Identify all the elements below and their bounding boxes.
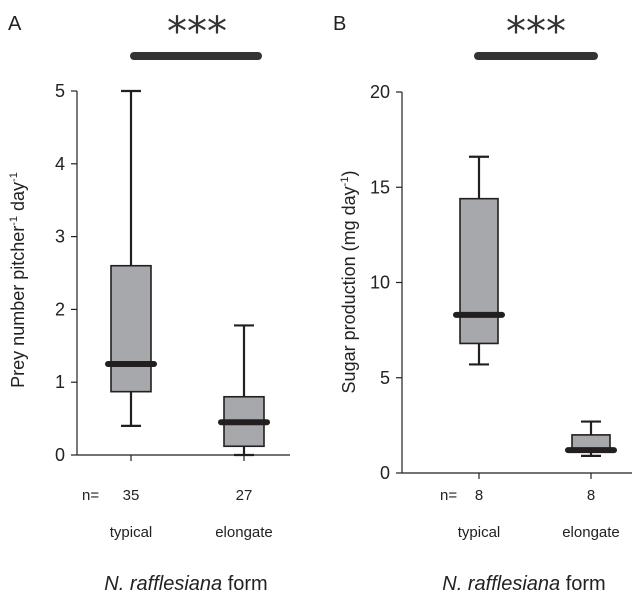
x-axis-title-a: N. rafflesiana form xyxy=(104,573,267,595)
y-tick-label: 10 xyxy=(370,273,390,293)
category-label-typical: typical xyxy=(110,524,153,541)
category-label-typical: typical xyxy=(458,524,501,541)
panel-label-a: A xyxy=(8,13,22,35)
panel-b: B *** Sugar production (mg day-1) n= N. … xyxy=(333,9,632,595)
y-axis-label-b: Sugar production (mg day-1) xyxy=(339,171,359,394)
n-value-elongate: 27 xyxy=(236,487,253,504)
n-value-elongate: 8 xyxy=(587,487,595,504)
n-label-a: n= xyxy=(82,487,99,504)
y-tick-label: 5 xyxy=(55,81,65,101)
significance-stars-a: *** xyxy=(167,9,227,55)
y-tick-label: 0 xyxy=(380,463,390,483)
box-typical xyxy=(459,197,499,345)
category-label-elongate: elongate xyxy=(562,524,620,541)
box-typical xyxy=(110,264,152,393)
y-tick-label: 2 xyxy=(55,299,65,319)
n-label-b: n= xyxy=(440,487,457,504)
y-tick-label: 1 xyxy=(55,372,65,392)
category-label-elongate: elongate xyxy=(215,524,273,541)
y-tick-label: 20 xyxy=(370,82,390,102)
n-value-typical: 8 xyxy=(475,487,483,504)
y-tick-label: 15 xyxy=(370,177,390,197)
x-axis-title-b: N. rafflesiana form xyxy=(442,573,605,595)
panel-label-b: B xyxy=(333,13,346,35)
y-tick-label: 3 xyxy=(55,227,65,247)
y-tick-label: 0 xyxy=(55,445,65,465)
y-tick-label: 5 xyxy=(380,368,390,388)
panel-a: A *** Prey number pitcher-1 day-1 n= N. … xyxy=(8,9,290,595)
y-tick-label: 4 xyxy=(55,154,65,174)
y-axis-label-a: Prey number pitcher-1 day-1 xyxy=(8,172,28,388)
significance-stars-b: *** xyxy=(506,9,566,55)
n-value-typical: 35 xyxy=(123,487,140,504)
